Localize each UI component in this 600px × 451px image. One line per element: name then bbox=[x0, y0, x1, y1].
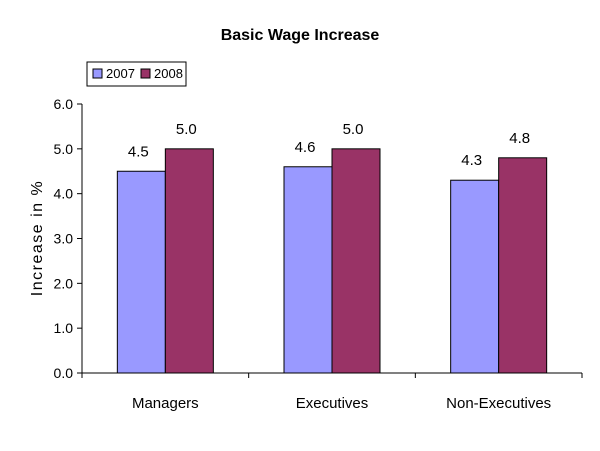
data-label-non-executives-2008: 4.8 bbox=[509, 130, 530, 147]
data-label-non-executives-2007: 4.3 bbox=[461, 152, 482, 169]
legend-swatch-2007 bbox=[92, 68, 103, 79]
axes: 0.0 1.0 2.0 3.0 4.0 5.0 6.0 Managers Executives N… bbox=[54, 96, 583, 412]
x-tick-label-non-executives: Non-Executives bbox=[446, 395, 551, 412]
legend: 2007 2008 bbox=[86, 61, 187, 87]
legend-label-2007: 2007 bbox=[106, 66, 135, 81]
chart-title: Basic Wage Increase bbox=[221, 27, 380, 44]
legend-frame bbox=[86, 61, 187, 87]
y-tick-label: 0.0 bbox=[54, 365, 74, 381]
data-label-managers-2008: 5.0 bbox=[176, 121, 197, 138]
data-label-executives-2008: 5.0 bbox=[343, 121, 364, 138]
y-tick-label: 6.0 bbox=[54, 96, 74, 112]
legend-swatch-2008 bbox=[140, 68, 151, 79]
x-tick-label-executives: Executives bbox=[296, 395, 369, 412]
data-label-managers-2007: 4.5 bbox=[128, 143, 149, 160]
bars bbox=[116, 148, 548, 374]
data-labels: 4.5 5.0 4.6 5.0 4.3 4.8 bbox=[128, 121, 530, 169]
y-tick-label: 4.0 bbox=[54, 186, 74, 202]
bar-non-executives-2007 bbox=[450, 179, 500, 374]
y-tick-label: 5.0 bbox=[54, 141, 74, 157]
y-tick-label: 2.0 bbox=[54, 275, 74, 291]
x-tick-label-managers: Managers bbox=[132, 395, 199, 412]
bar-non-executives-2008 bbox=[498, 157, 548, 374]
y-tick-label: 1.0 bbox=[54, 320, 74, 336]
legend-label-2008: 2008 bbox=[154, 66, 183, 81]
bar-managers-2007 bbox=[116, 170, 166, 374]
bar-managers-2008 bbox=[164, 148, 214, 374]
bar-executives-2008 bbox=[331, 148, 381, 374]
y-tick-label: 3.0 bbox=[54, 231, 74, 247]
bar-executives-2007 bbox=[283, 166, 333, 374]
data-label-executives-2007: 4.6 bbox=[295, 139, 316, 156]
y-axis-title: Increase in % bbox=[29, 180, 46, 296]
